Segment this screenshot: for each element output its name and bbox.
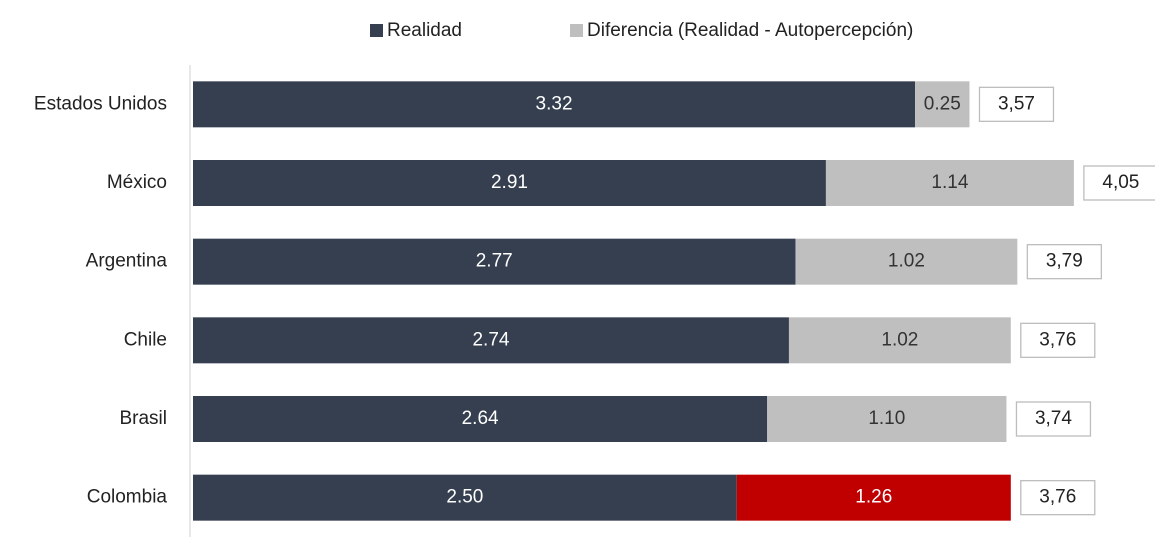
total-box bbox=[1020, 480, 1096, 516]
data-label: 2.74 bbox=[472, 329, 509, 350]
legend-label: Realidad bbox=[387, 20, 462, 41]
bar-segment bbox=[193, 81, 916, 128]
total-box bbox=[1083, 165, 1155, 201]
data-label: 1.26 bbox=[855, 487, 892, 508]
total-box bbox=[978, 86, 1055, 122]
category-label: Estados Unidos bbox=[34, 93, 167, 114]
total-box bbox=[1020, 322, 1096, 358]
category-label: Brasil bbox=[119, 408, 167, 429]
legend-label: Diferencia (Realidad - Autopercepción) bbox=[587, 20, 913, 41]
total-box bbox=[1015, 401, 1092, 437]
data-label: 1.02 bbox=[881, 329, 918, 350]
total-label: 3,79 bbox=[1046, 251, 1083, 272]
total-label: 4,05 bbox=[1102, 172, 1139, 193]
bar-segment bbox=[825, 160, 1074, 206]
bar-segment bbox=[193, 396, 768, 442]
category-label: Colombia bbox=[87, 487, 168, 508]
bar-segment bbox=[193, 160, 826, 206]
bar-segment bbox=[795, 238, 1018, 285]
category-label: Argentina bbox=[86, 251, 168, 272]
bar-segment bbox=[193, 474, 737, 521]
total-label: 3,57 bbox=[998, 93, 1035, 114]
total-label: 3,76 bbox=[1039, 487, 1076, 508]
legend-swatch bbox=[570, 24, 583, 37]
data-label: 2.50 bbox=[446, 487, 483, 508]
legend-swatch bbox=[370, 24, 383, 37]
bar-segment bbox=[736, 474, 1011, 521]
data-label: 0.25 bbox=[924, 93, 961, 114]
bar-segment bbox=[788, 317, 1011, 364]
data-label: 2.91 bbox=[491, 172, 528, 193]
data-label: 2.77 bbox=[476, 251, 513, 272]
data-label: 1.10 bbox=[868, 408, 905, 429]
bar-segment bbox=[767, 396, 1007, 442]
bar-segment bbox=[193, 317, 789, 364]
data-label: 1.14 bbox=[931, 172, 968, 193]
data-label: 3.32 bbox=[536, 93, 573, 114]
category-label: México bbox=[107, 172, 167, 193]
data-label: 2.64 bbox=[462, 408, 499, 429]
category-label: Chile bbox=[124, 329, 167, 350]
bar-segment bbox=[193, 238, 796, 285]
data-label: 1.02 bbox=[888, 251, 925, 272]
total-label: 3,74 bbox=[1035, 408, 1072, 429]
bar-segment bbox=[915, 81, 970, 128]
total-label: 3,76 bbox=[1039, 329, 1076, 350]
total-box bbox=[1026, 244, 1102, 280]
